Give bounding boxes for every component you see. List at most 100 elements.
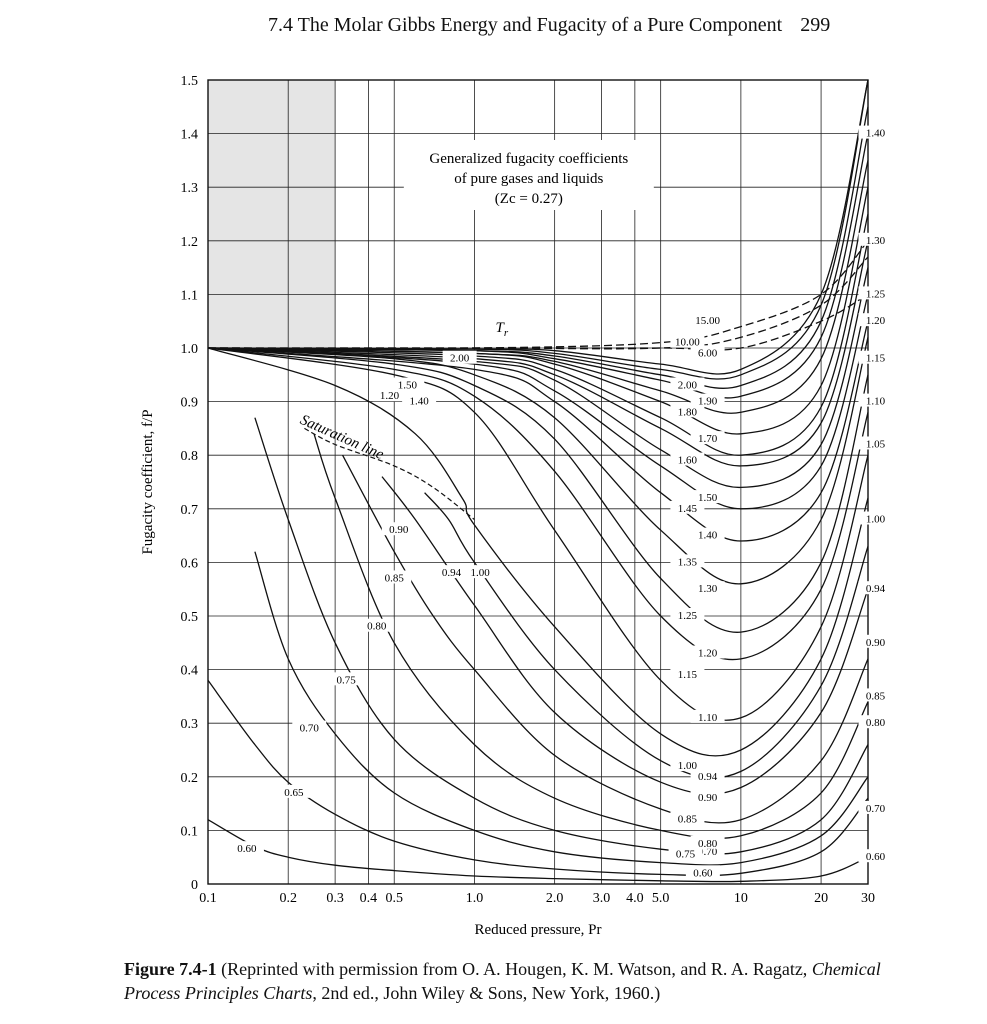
curve-label-1-00: 1.00 <box>678 760 698 772</box>
chart-title-line: Generalized fugacity coefficients <box>429 151 628 167</box>
series-line-tr-0-94 <box>424 492 869 779</box>
curve-label-bg <box>690 645 725 659</box>
y-tick-label: 1.2 <box>181 235 199 250</box>
section-title: 7.4 The Molar Gibbs Energy and Fugacity … <box>268 14 783 36</box>
curve-label-1-05: 1.05 <box>866 438 886 450</box>
y-tick-label: 1.1 <box>181 288 199 303</box>
curve-label-0-90: 0.90 <box>698 792 718 804</box>
curve-label-bg <box>670 666 705 680</box>
curve-label-0-85: 0.85 <box>866 690 886 702</box>
series-line-tr-1-35 <box>207 267 869 489</box>
curve-label-1-40: 1.40 <box>698 530 718 542</box>
y-tick-label: 1.0 <box>181 342 199 357</box>
curve-label-0-80: 0.80 <box>698 838 718 850</box>
y-tick-label: 1.3 <box>181 181 199 196</box>
curve-label-bg <box>276 784 311 798</box>
curve-label-bg <box>442 350 477 364</box>
page-header: 7.4 The Molar Gibbs Energy and Fugacity … <box>268 14 830 37</box>
series-line-tr-0-60 <box>207 819 869 883</box>
curve-label-bg <box>463 565 498 579</box>
curve-label-bg <box>858 125 893 139</box>
curve-label-bg <box>858 800 893 814</box>
curve-label-bg <box>690 527 725 541</box>
curve-label-0-94: 0.94 <box>698 771 718 783</box>
curve-label-bg <box>670 404 705 418</box>
curve-label-bg <box>690 790 725 804</box>
page-number: 299 <box>800 14 831 36</box>
saturation-line <box>304 427 475 520</box>
curve-label-bg <box>668 846 703 860</box>
curve-label-1-20: 1.20 <box>698 648 718 660</box>
y-tick-label: 0.8 <box>181 449 199 464</box>
series-line-tr-1-45 <box>207 213 869 456</box>
curve-label-bg <box>858 849 893 863</box>
curve-label-bg <box>434 565 469 579</box>
curve-label-bg <box>858 581 893 595</box>
curve-label-bg <box>690 835 725 849</box>
curve-label-bg <box>390 377 425 391</box>
series-line-tr-1-15 <box>207 347 869 633</box>
y-tick-label: 0.2 <box>181 771 199 786</box>
curve-label-1-15: 1.15 <box>678 669 698 681</box>
series-line-tr-1-00 <box>207 347 869 757</box>
caption-text-before: (Reprinted with permission from O. A. Ho… <box>221 959 808 979</box>
y-tick-label: 0.3 <box>181 717 199 732</box>
x-tick-label: 30 <box>861 891 875 906</box>
curve-label-bg <box>690 393 725 407</box>
curve-label-0-75: 0.75 <box>676 849 696 861</box>
curve-label-0-80: 0.80 <box>866 717 886 729</box>
series-line-tr-1-25 <box>207 321 869 542</box>
curve-label-bg <box>858 688 893 702</box>
series-line-tr-1-40 <box>207 240 869 467</box>
curve-label-bg <box>858 715 893 729</box>
curve-label-2-00: 2.00 <box>450 353 470 365</box>
curve-label-15-00: 15.00 <box>695 315 720 327</box>
curve-label-1-70: 1.70 <box>698 433 718 445</box>
curve-label-bg <box>670 758 705 772</box>
curve-label-bg <box>858 232 893 246</box>
curve-label-bg <box>670 377 705 391</box>
x-tick-label: 20 <box>814 891 828 906</box>
series-line-tr-0-90 <box>381 476 869 795</box>
curve-label-1-80: 1.80 <box>678 406 698 418</box>
plot-frame <box>207 79 869 885</box>
curve-label-bg <box>381 522 416 536</box>
curve-label-bg <box>858 313 893 327</box>
curve-label-bg <box>670 811 705 825</box>
series-line-tr-0-85 <box>342 454 869 824</box>
series-line-tr-1-30 <box>207 294 869 510</box>
fugacity-chart: 0.1 0.2 0.3 0.4 0.5 1.0 2.0 3.0 4.0 5.0 10 20 3000.1… <box>140 74 893 938</box>
curve-label-bg <box>377 570 412 584</box>
curve-label-0-80: 0.80 <box>367 621 387 633</box>
series-line-tr-1-10 <box>207 347 869 661</box>
curve-label-0-90: 0.90 <box>866 637 886 649</box>
curve-label-0-75: 0.75 <box>337 674 357 686</box>
curve-label-0-85: 0.85 <box>385 572 405 584</box>
chart-title-bg <box>403 140 654 210</box>
y-tick-label: 0.4 <box>181 664 199 679</box>
curve-label-0-60: 0.60 <box>693 867 713 879</box>
curve-label-0-70: 0.70 <box>300 723 320 735</box>
curve-label-bg <box>690 490 725 504</box>
curve-label-0-70: 0.70 <box>866 803 886 815</box>
curve-label-bg <box>690 345 725 359</box>
curve-label-1-25: 1.25 <box>866 288 886 300</box>
curve-label-bg <box>858 436 893 450</box>
y-tick-label: 1.5 <box>181 74 199 89</box>
curve-label-1-20: 1.20 <box>380 390 400 402</box>
curve-label-1-40: 1.40 <box>409 396 429 408</box>
series-line-tr-15-00 <box>207 240 869 350</box>
curve-label-bg <box>229 841 264 855</box>
caption-label: Figure 7.4-1 <box>124 959 217 979</box>
curve-label-bg <box>858 634 893 648</box>
caption-text-after: , 2nd ed., John Wiley & Sons, New York, … <box>312 983 661 1003</box>
y-tick-label: 0.6 <box>181 556 199 571</box>
curve-label-bg <box>690 431 725 445</box>
y-tick-label: 0.1 <box>181 824 199 839</box>
curve-label-bg <box>292 720 327 734</box>
x-tick-label: 5.0 <box>652 891 670 906</box>
x-tick-label: 2.0 <box>546 891 564 906</box>
curve-label-1-30: 1.30 <box>698 583 718 595</box>
series-line-tr-0-70 <box>254 551 869 866</box>
x-tick-label: 0.5 <box>385 891 403 906</box>
